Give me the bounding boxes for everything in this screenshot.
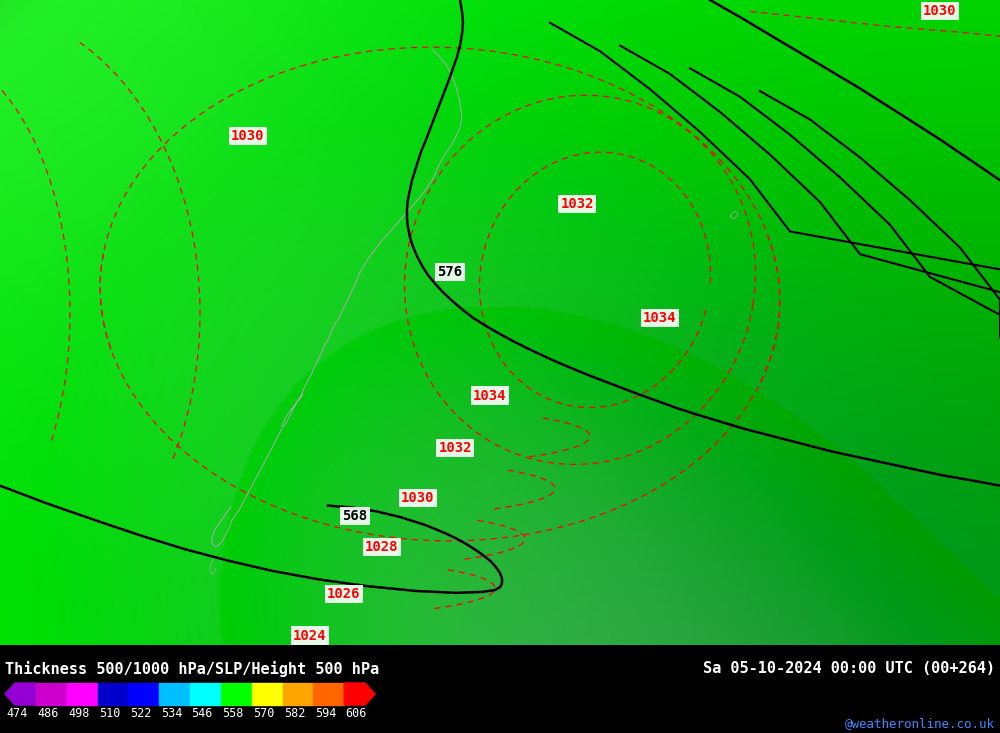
Bar <box>67 683 97 705</box>
Text: 546: 546 <box>192 707 213 720</box>
Bar <box>159 683 190 705</box>
Text: 582: 582 <box>284 707 305 720</box>
Text: 522: 522 <box>130 707 151 720</box>
Text: @weatheronline.co.uk: @weatheronline.co.uk <box>845 717 995 730</box>
Bar <box>128 683 159 705</box>
Text: 1024: 1024 <box>293 629 327 643</box>
Text: 570: 570 <box>253 707 275 720</box>
Bar <box>283 683 313 705</box>
Text: 568: 568 <box>342 509 368 523</box>
Text: 486: 486 <box>37 707 59 720</box>
Polygon shape <box>5 683 36 705</box>
Text: 1028: 1028 <box>365 540 399 554</box>
Text: 534: 534 <box>161 707 182 720</box>
Text: 498: 498 <box>68 707 90 720</box>
Text: 1034: 1034 <box>473 388 507 402</box>
Text: 576: 576 <box>437 265 463 279</box>
Polygon shape <box>344 683 375 705</box>
Bar <box>313 683 344 705</box>
Bar <box>252 683 283 705</box>
Text: 558: 558 <box>222 707 244 720</box>
Text: 1034: 1034 <box>643 311 677 325</box>
Bar <box>190 683 221 705</box>
Text: 1030: 1030 <box>923 4 957 18</box>
Text: 1032: 1032 <box>560 197 594 211</box>
Text: 1030: 1030 <box>401 491 435 505</box>
Text: 1030: 1030 <box>231 129 265 143</box>
Text: 510: 510 <box>99 707 120 720</box>
Bar <box>98 683 128 705</box>
Text: Thickness 500/1000 hPa/SLP/Height 500 hPa: Thickness 500/1000 hPa/SLP/Height 500 hP… <box>5 661 379 677</box>
Text: 594: 594 <box>315 707 336 720</box>
Text: Sa 05-10-2024 00:00 UTC (00+264): Sa 05-10-2024 00:00 UTC (00+264) <box>703 661 995 676</box>
Text: 474: 474 <box>7 707 28 720</box>
Bar <box>36 683 67 705</box>
Text: 1026: 1026 <box>327 587 361 601</box>
Text: 606: 606 <box>346 707 367 720</box>
Bar <box>221 683 252 705</box>
Text: 1032: 1032 <box>438 441 472 454</box>
